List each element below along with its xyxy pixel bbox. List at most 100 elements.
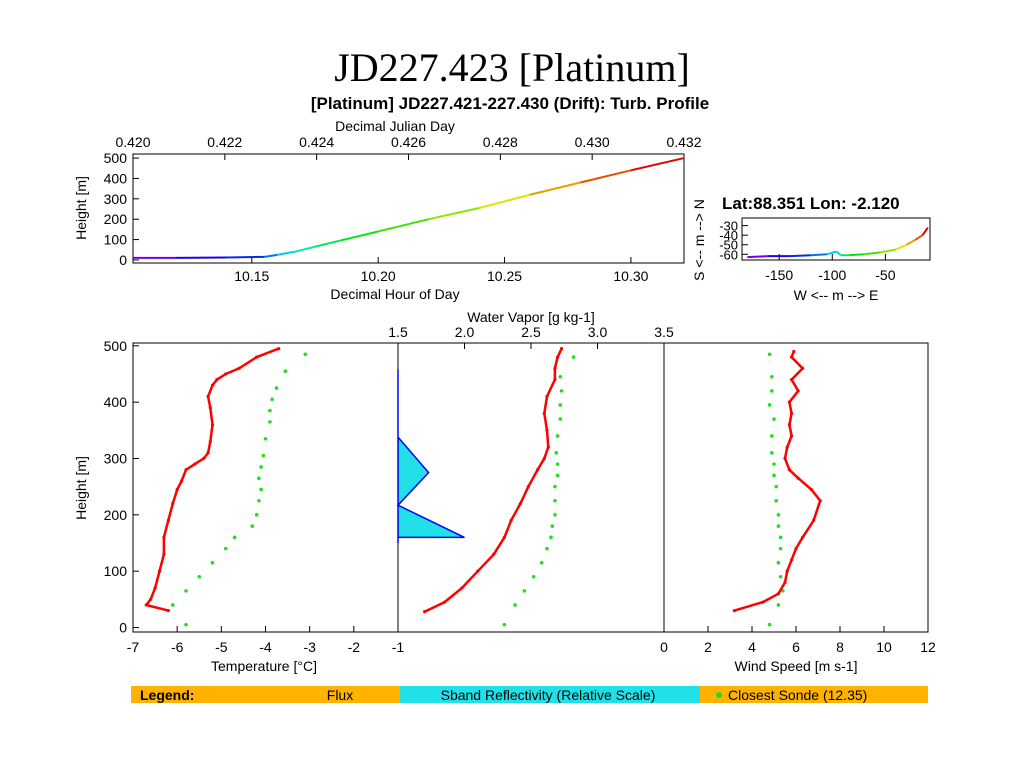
temperature-x-tick-label: -3 <box>303 639 316 655</box>
temperature-sonde-point <box>268 420 272 424</box>
wind-speed-sonde-point <box>770 389 774 393</box>
time-height-x-tick-label: 10.25 <box>487 268 522 284</box>
temperature-flux-point <box>171 501 175 506</box>
wind-speed-flux-point <box>790 434 794 438</box>
temperature-sonde-point <box>210 560 215 565</box>
track-segment <box>921 226 929 236</box>
track-plot: Lat:88.351 Lon: -2.120 -150 -100 -50 -30-4… <box>691 194 931 303</box>
temperature-flux-point <box>206 451 210 455</box>
water-vapor-flux-series <box>423 347 564 614</box>
wind-speed-flux-point <box>732 608 737 613</box>
temperature-x-tick-label: -1 <box>392 639 405 655</box>
temperature-flux-series <box>144 347 281 613</box>
wind-speed-flux-point <box>792 349 796 354</box>
temperature-flux-point <box>166 518 170 523</box>
track-segment <box>879 248 897 254</box>
water-vapor-sonde-point <box>553 513 557 517</box>
wind-speed-sonde-point <box>770 375 774 379</box>
water-vapor-x2-tick-label: 2.0 <box>455 324 475 340</box>
temperature-plot: -7 -6 -5 -4 -3 -2 -1 0 100 200 300 400 500 Temperat… <box>73 338 404 674</box>
time-height-y-tick-label: 100 <box>104 232 128 248</box>
wind-speed-x-label: Wind Speed [m s-1] <box>735 658 858 674</box>
wind-speed-x-tick-label: 0 <box>660 639 668 655</box>
water-vapor-sonde-point <box>558 403 563 407</box>
water-vapor-sonde-point <box>553 498 557 503</box>
track-x-tick-label: -150 <box>765 267 793 283</box>
track-y-tick-label: -60 <box>719 247 738 262</box>
wind-speed-flux-point <box>790 558 794 562</box>
temperature-sonde-point <box>274 386 279 390</box>
temperature-x-ticks: -7 -6 -5 -4 -3 -2 -1 <box>127 626 405 655</box>
water-vapor-sonde-point <box>531 574 536 579</box>
track-x-ticks: -150 -100 -50 <box>765 254 896 283</box>
temperature-flux-point <box>210 423 215 427</box>
time-height-x-ticks: 10.15 10.20 10.25 10.30 <box>234 257 649 284</box>
wind-speed-x-tick-label: 12 <box>920 639 936 655</box>
wind-speed-x-tick-label: 6 <box>792 639 800 655</box>
water-vapor-sonde-point <box>554 451 559 455</box>
wind-speed-flux-series <box>732 349 822 613</box>
temperature-flux-point <box>210 383 215 387</box>
temperature-sonde-point <box>254 513 259 517</box>
time-height-segment <box>276 250 295 256</box>
wind-speed-sonde-point <box>772 462 776 466</box>
wind-speed-sonde-point <box>778 535 783 540</box>
temperature-flux-point <box>215 378 219 382</box>
temperature-sonde-point <box>268 408 272 413</box>
water-vapor-sonde-point <box>555 462 560 466</box>
figure-title: [Platinum] JD227.421-227.430 (Drift): Tu… <box>311 94 709 113</box>
track-segment <box>895 243 908 251</box>
temperature-flux-point <box>166 608 170 613</box>
water-vapor-frame <box>397 342 665 633</box>
wind-speed-x-ticks: 0 2 4 6 8 10 12 <box>660 626 936 655</box>
temperature-flux-point <box>179 479 184 483</box>
temperature-x-tick-label: -7 <box>127 639 140 655</box>
temperature-y-tick-label: 100 <box>104 563 128 579</box>
temperature-sonde-point <box>303 352 308 357</box>
track-segment <box>810 253 828 257</box>
water-vapor-x2-tick-label: 1.5 <box>388 324 408 340</box>
wind-speed-flux-point <box>794 547 798 551</box>
wind-speed-flux-point <box>796 476 800 480</box>
wind-speed-flux-point <box>787 468 792 472</box>
water-vapor-flux-point <box>423 610 427 614</box>
time-height-y-tick-label: 200 <box>104 211 128 227</box>
wind-speed-sonde-point <box>767 622 772 627</box>
track-segment <box>835 250 842 256</box>
water-vapor-x2-label: Water Vapor [g kg-1] <box>467 309 595 325</box>
wind-speed-plot: 0 2 4 6 8 10 12 Wind Speed [m s-1] <box>660 342 936 674</box>
track-segment <box>826 250 837 256</box>
temperature-flux-point <box>153 586 157 590</box>
temperature-sonde-point <box>270 397 274 402</box>
wind-speed-sonde-point <box>774 484 778 489</box>
water-vapor-sonde-point <box>550 524 555 528</box>
time-height-x2-tick-label: 0.428 <box>483 134 518 150</box>
wind-speed-flux-line <box>734 351 822 612</box>
water-vapor-sonde-point <box>513 603 517 607</box>
temperature-y-tick-label: 500 <box>104 338 128 354</box>
water-vapor-flux-point <box>553 366 557 370</box>
wind-speed-flux-point <box>783 456 787 461</box>
water-vapor-flux-point <box>460 586 464 590</box>
temperature-flux-point <box>149 597 153 601</box>
time-height-segment <box>314 239 341 248</box>
temperature-x-tick-label: -4 <box>259 639 272 655</box>
time-height-segment <box>294 245 316 253</box>
water-vapor-x2-ticks: 1.5 2.0 2.5 3.0 3.5 <box>388 324 674 349</box>
water-vapor-flux-point <box>553 378 557 382</box>
time-height-x2-tick-label: 0.430 <box>575 134 610 150</box>
track-x-tick-label: -100 <box>818 267 846 283</box>
water-vapor-flux-point <box>442 600 447 604</box>
legend-bar: Legend: Flux Sband Reflectivity (Relativ… <box>131 686 928 703</box>
water-vapor-flux-point <box>536 468 540 472</box>
time-height-x2-tick-label: 0.422 <box>207 134 242 150</box>
temperature-x-tick-label: -5 <box>215 639 228 655</box>
water-vapor-flux-point <box>546 445 550 449</box>
wind-speed-flux-point <box>761 600 765 604</box>
temperature-x-label: Temperature [°C] <box>211 658 317 674</box>
wind-speed-sonde-point <box>774 498 778 503</box>
water-vapor-plot: 1.5 2.0 2.5 3.0 3.5 Water Vapor [g kg-1] <box>388 309 674 633</box>
wind-speed-sonde-points <box>767 352 785 627</box>
wind-speed-sonde-point <box>770 434 774 438</box>
